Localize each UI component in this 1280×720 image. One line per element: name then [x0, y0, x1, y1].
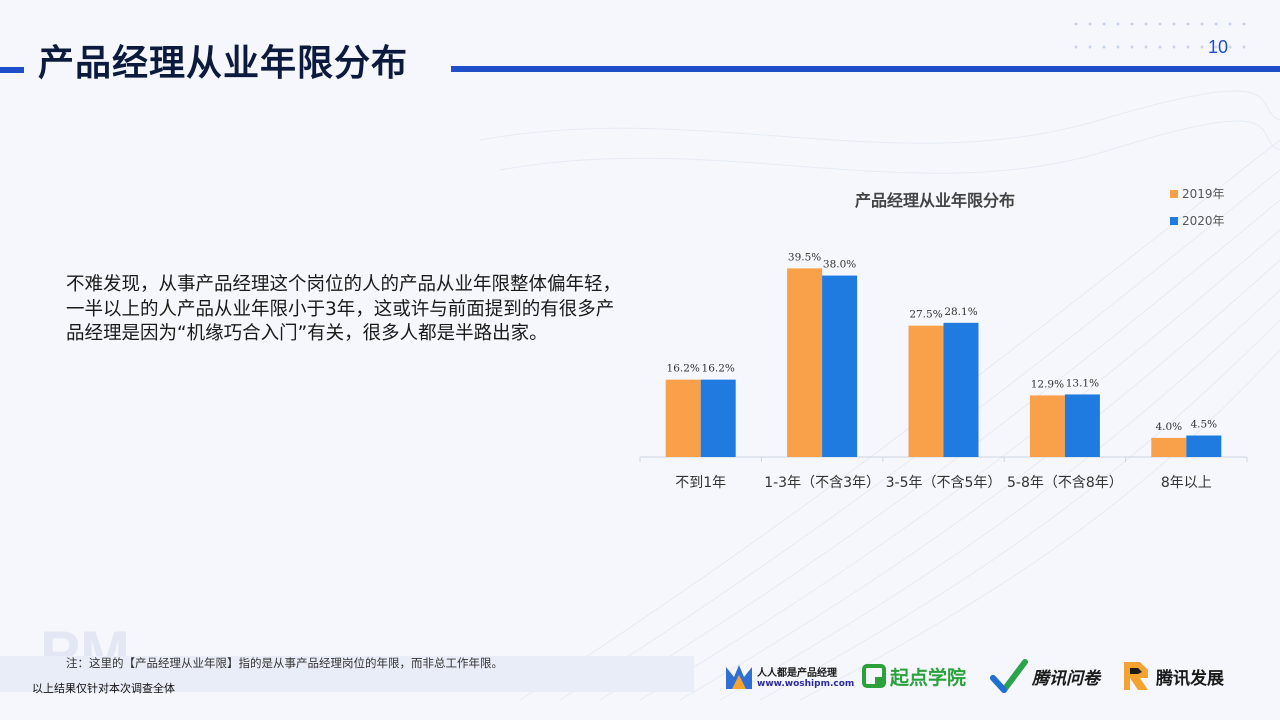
bar-0-0 — [665, 379, 701, 457]
fazhan-name: 腾讯发展 — [1156, 668, 1224, 689]
data-label-1-0: 16.2% — [702, 363, 735, 375]
title-accent-right — [451, 66, 1280, 72]
result-scope-note: 以上结果仅针对本次调查全体 — [32, 682, 175, 695]
category-label-1: 1-3年（不含3年） — [764, 475, 880, 491]
category-label-3: 5-8年（不含8年） — [1007, 475, 1123, 491]
qidian-icon — [862, 664, 886, 688]
woshipm-icon — [726, 665, 752, 689]
bar-chart: 产品经理从业年限分布 2019年 2020年 16.2% 16.2% 39.5%38.… — [639, 187, 1248, 491]
data-label-0-4: 4.0% — [1155, 421, 1182, 433]
bar-1-3 — [1064, 394, 1100, 457]
note-box — [0, 656, 694, 692]
bar-1-2 — [943, 322, 979, 457]
data-label-1-2: 28.1% — [944, 306, 977, 318]
data-label-1-4: 4.5% — [1190, 419, 1217, 431]
qidian-logo: 起点学院 — [862, 656, 966, 696]
data-label-0-3: 12.9% — [1031, 378, 1064, 390]
chart-legend: 2019年 2020年 — [1170, 187, 1225, 228]
category-label-2: 3-5年（不含5年） — [886, 475, 1002, 491]
bar-1-4 — [1186, 435, 1222, 457]
bar-0-2 — [908, 325, 944, 457]
fazhan-logo: 腾讯发展 — [1120, 656, 1224, 696]
fazhan-icon — [1124, 662, 1148, 690]
footnote: 注：这里的【产品经理从业年限】指的是从事产品经理岗位的年限，而非总工作年限。 — [66, 656, 503, 670]
data-label-1-1: 38.0% — [823, 259, 856, 271]
data-label-0-1: 39.5% — [788, 251, 821, 263]
category-label-4: 8年以上 — [1161, 475, 1212, 491]
bar-1-0 — [700, 379, 736, 457]
bar-0-3 — [1029, 395, 1065, 457]
dot-grid-decoration — [1074, 22, 1246, 49]
woshipm-url: www.woshipm.com — [757, 678, 855, 689]
woshipm-logo: 人人都是产品经理 www.woshipm.com — [724, 656, 854, 696]
page-number: 10 — [1208, 37, 1229, 57]
body-paragraph: 不难发现，从事产品经理这个岗位的人的产品从业年限整体偏年轻，一半以上的人产品从业… — [66, 274, 622, 344]
chart-title: 产品经理从业年限分布 — [855, 191, 1015, 210]
bar-1-1 — [822, 275, 858, 457]
legend-swatch-0 — [1170, 190, 1178, 198]
wenjuan-logo: 腾讯问卷 — [990, 656, 1100, 696]
data-label-1-3: 13.1% — [1066, 377, 1099, 389]
legend-label-0: 2019年 — [1182, 187, 1225, 201]
qidian-name: 起点学院 — [890, 666, 967, 689]
data-label-0-2: 27.5% — [909, 309, 942, 321]
bar-0-4 — [1151, 437, 1187, 457]
category-label-0: 不到1年 — [675, 475, 726, 491]
page-title: 产品经理从业年限分布 — [38, 43, 409, 84]
wenjuan-name: 腾讯问卷 — [1032, 668, 1100, 689]
title-accent-left — [0, 67, 24, 73]
legend-label-1: 2020年 — [1182, 214, 1225, 228]
woshipm-name: 人人都是产品经理 — [757, 667, 837, 679]
legend-swatch-1 — [1170, 217, 1178, 225]
bar-0-1 — [787, 268, 823, 457]
wenjuan-check-icon — [990, 659, 1028, 693]
data-label-0-0: 16.2% — [667, 363, 700, 375]
